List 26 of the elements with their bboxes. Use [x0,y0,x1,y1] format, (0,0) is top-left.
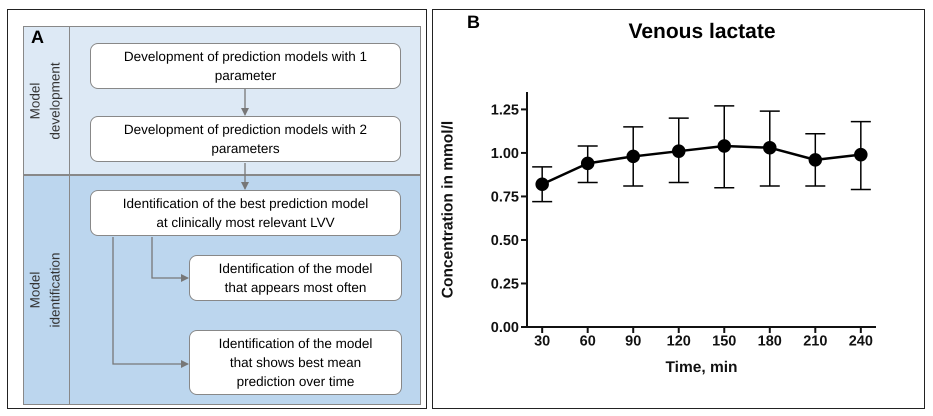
text: Development of prediction models with 2 parameters [90,116,401,162]
x-tick-label: 210 [803,333,828,350]
y-tick-label: 0.75 [490,190,519,206]
text: B [467,12,480,33]
text: Identification of the best prediction model at clinically most relevant LVV [90,190,401,236]
text: Model development [27,62,64,140]
text: Model identification [27,252,64,328]
text: A [31,27,44,48]
y-tick-label: 1.25 [490,102,519,119]
chart-title: Venous lactate [627,20,777,44]
y-tick-label: 0.25 [490,276,519,293]
x-tick-label: 120 [666,333,691,350]
x-tick-label: 30 [534,333,550,350]
y-tick-label: 1.00 [490,146,519,162]
y-tick-label: 0.50 [490,233,519,250]
x-tick-label: 240 [848,333,873,350]
x-axis-title: Time, min [665,359,738,376]
y-axis-title: Concentration in mmol/l [440,120,457,298]
x-tick-label: 90 [625,333,642,350]
x-tick-label: 180 [758,333,782,350]
text: Identification of the model that appears most often [189,255,402,301]
x-tick-label: 150 [712,333,736,350]
x-tick-label: 60 [580,333,596,350]
text: Identification of the model that shows best mean prediction over time [189,330,402,395]
y-tick-label: 0.00 [490,320,519,336]
text: Development of prediction models with 1 parameter [90,43,401,89]
